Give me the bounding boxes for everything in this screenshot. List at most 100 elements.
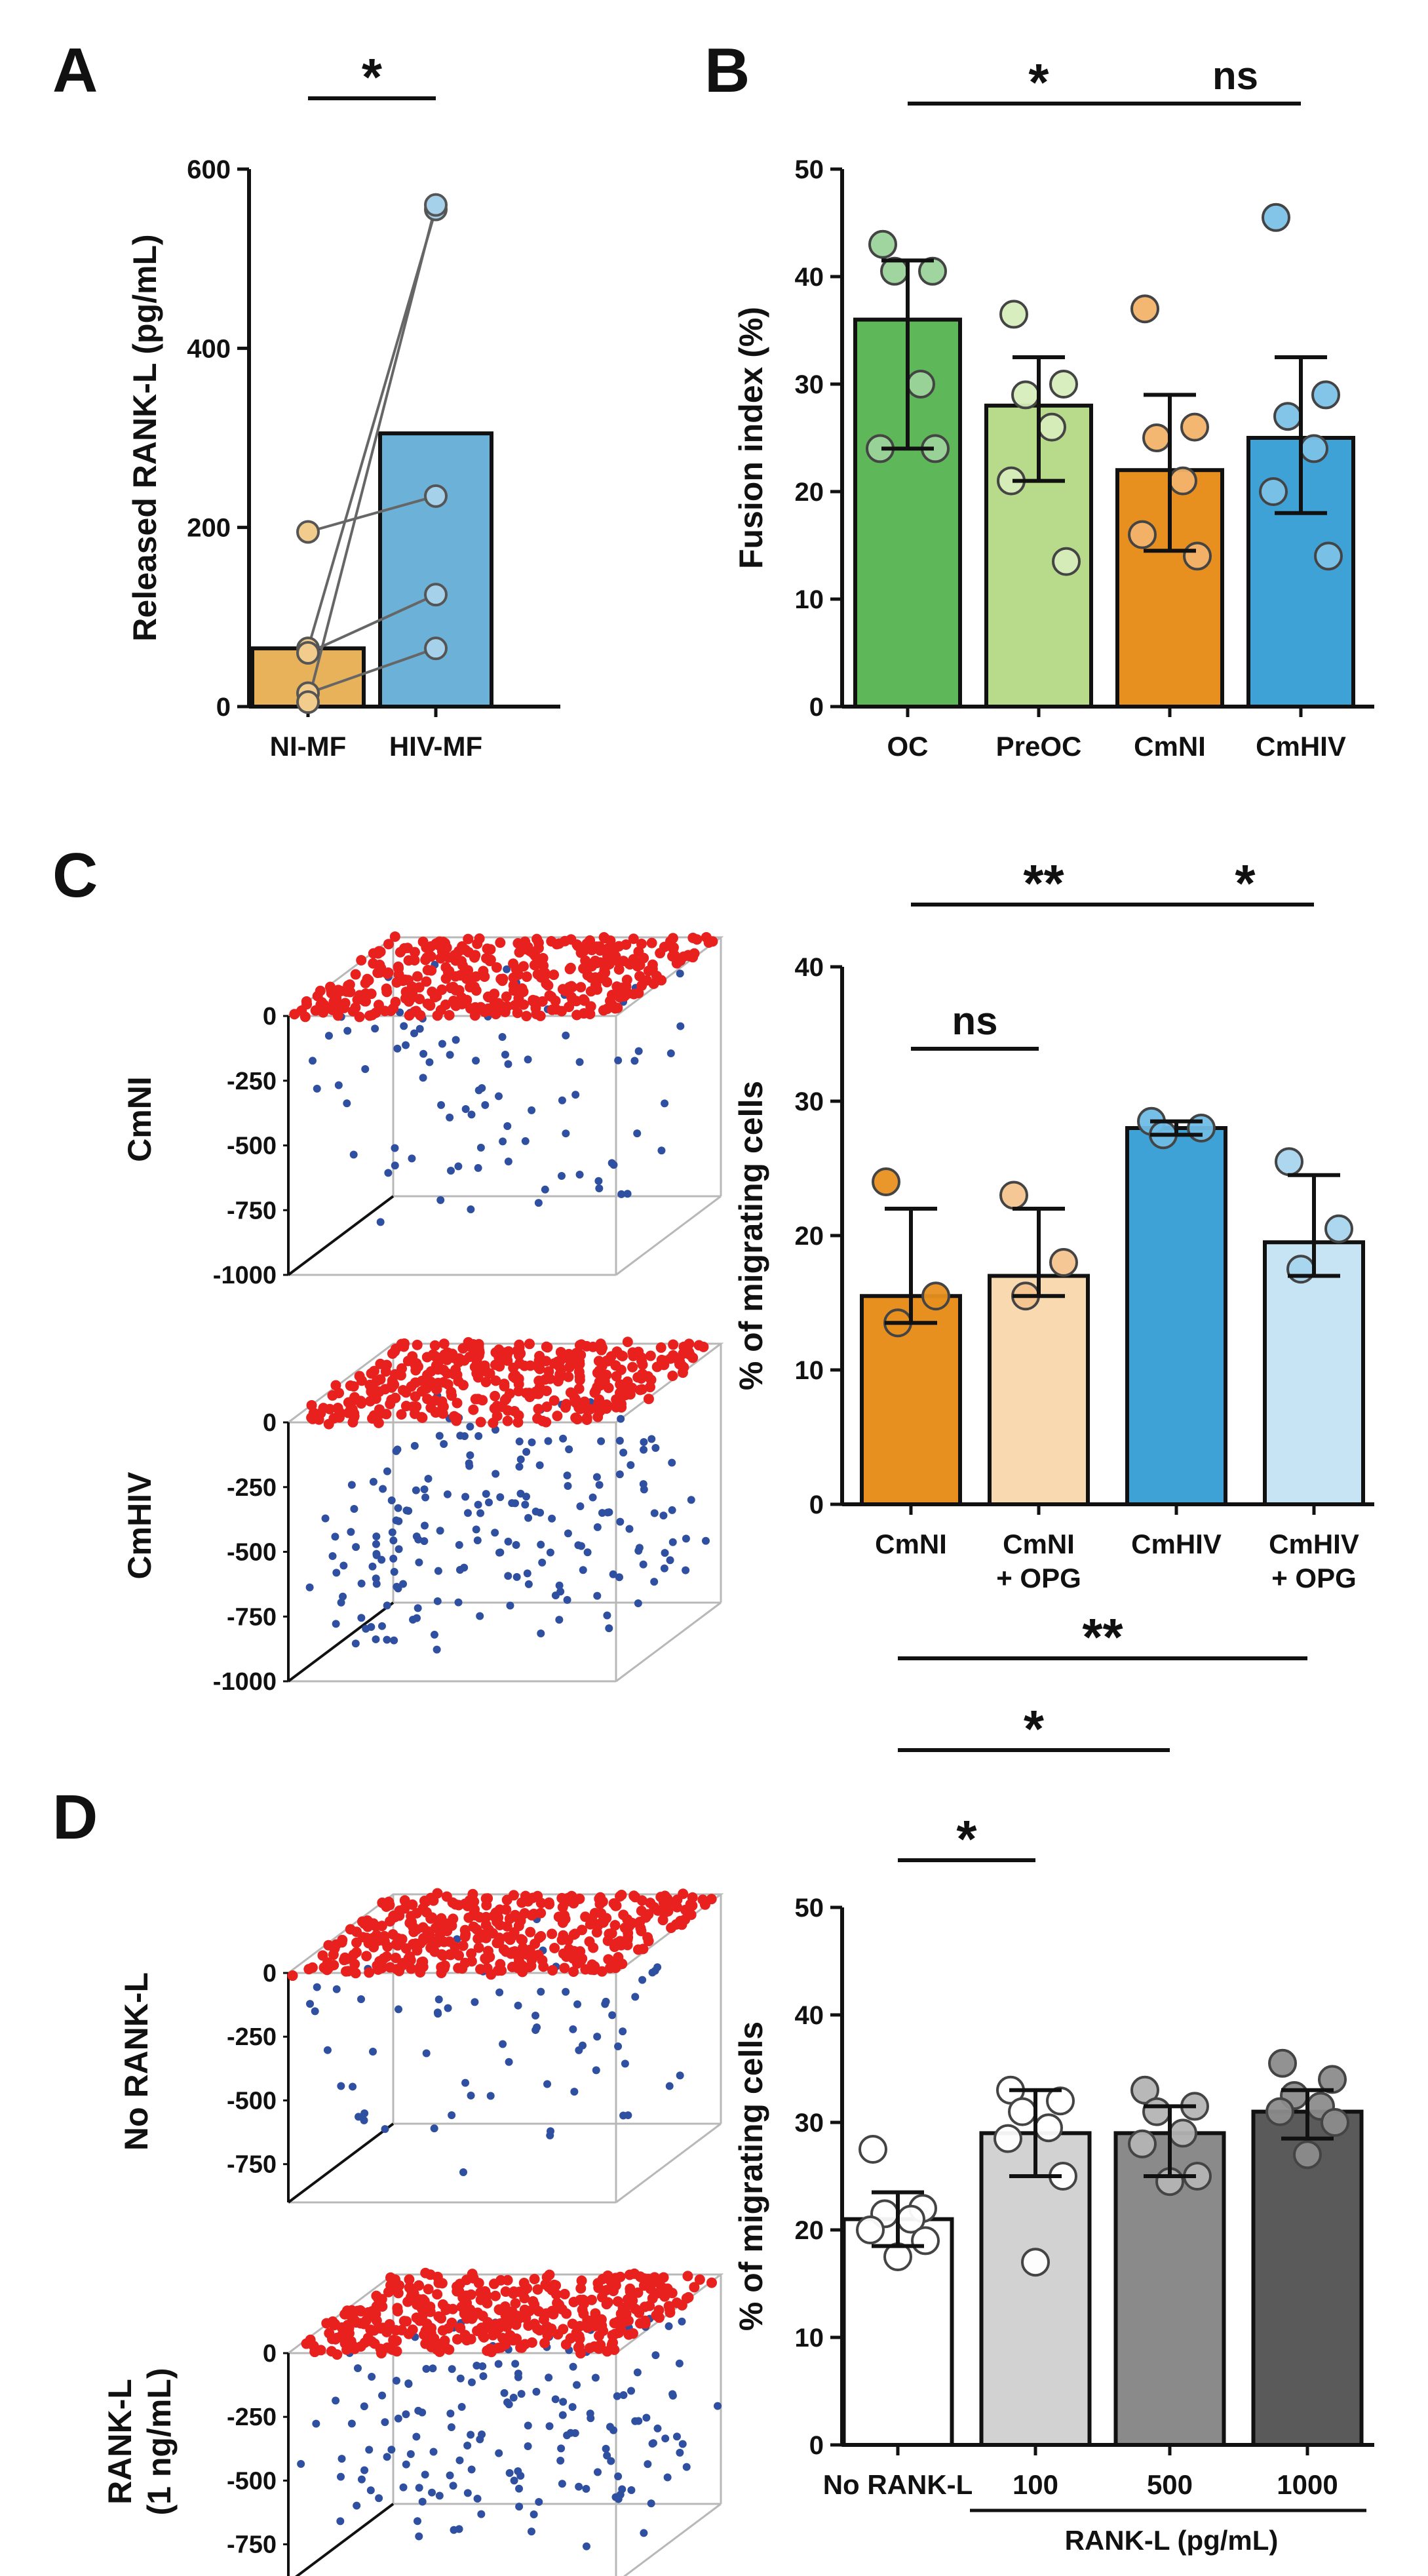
migrated-cell-dot [573, 2381, 581, 2389]
top-cell-dot [531, 933, 543, 945]
top-cell-dot [530, 1003, 541, 1014]
top-cell-dot [490, 1909, 501, 1921]
migrated-cell-dot [615, 1436, 624, 1445]
significance-label: ns [1212, 54, 1258, 98]
top-cell-dot [576, 1339, 587, 1350]
migrated-cell-dot [535, 2497, 543, 2506]
top-cell-dot [492, 1938, 503, 1949]
top-cell-dot [575, 2348, 587, 2359]
top-cell-dot [659, 1359, 670, 1371]
migrated-cell-dot [418, 2497, 427, 2506]
z-tick-label: -250 [227, 1068, 277, 1095]
migrated-cell-dot [640, 1485, 648, 1494]
migrated-cell-dot [402, 2410, 410, 2419]
top-cell-dot [547, 1964, 558, 1976]
y-tick-label: 10 [795, 2324, 824, 2352]
category-label: CmNI + OPG [996, 1529, 1081, 1593]
migrated-cell-dot [372, 1532, 381, 1540]
migrated-cell-dot [562, 1987, 570, 1996]
data-point [296, 690, 320, 714]
top-cell-dot [672, 1902, 683, 1913]
migrated-cell-dot [640, 2529, 648, 2537]
migrated-cell-dot [336, 2517, 345, 2526]
migrated-cell-dot [616, 1517, 625, 1526]
top-cell-dot [674, 1356, 685, 1367]
top-cell-dot [589, 2341, 600, 2352]
top-cell-dot [585, 986, 596, 997]
top-cell-dot [390, 996, 401, 1007]
top-cell-dot [610, 1900, 621, 1911]
top-cell-dot [515, 2342, 526, 2353]
top-cell-dot [571, 1009, 583, 1021]
migrated-cell-dot [609, 1570, 617, 1578]
migrated-cell-dot [435, 1432, 444, 1440]
migrated-cell-dot [459, 2168, 467, 2177]
top-cell-dot [564, 1002, 575, 1013]
migrated-cell-dot [415, 1558, 423, 1567]
top-cell-dot [390, 1392, 401, 1403]
top-cell-dot [518, 986, 529, 998]
migrated-cell-dot [378, 2391, 387, 2400]
top-cell-dot [637, 1359, 648, 1370]
migrated-cell-dot [640, 1445, 648, 1454]
top-cell-dot [543, 2282, 554, 2293]
top-cell-dot [431, 938, 442, 949]
top-cell-dot [481, 1900, 492, 1911]
top-cell-dot [452, 1397, 463, 1409]
top-cell-dot [537, 952, 549, 964]
bar-3 [1263, 1240, 1365, 1506]
top-cell-dot [481, 2290, 492, 2301]
top-cell-dot [349, 1411, 360, 1422]
migrated-cell-dot [634, 2417, 643, 2425]
top-cell-dot [568, 2296, 579, 2307]
significance-label: ns [952, 999, 997, 1043]
top-cell-dot [628, 933, 639, 945]
condition-label-line: No RANK-L [118, 1972, 155, 2151]
top-cell-dot [480, 1919, 492, 1930]
top-cell-dot [468, 1921, 479, 1932]
bar-1 [988, 1274, 1090, 1506]
top-cell-dot [488, 1417, 499, 1428]
migrated-cell-dot [449, 2482, 457, 2490]
data-point [1293, 2140, 1322, 2170]
top-cell-dot [485, 944, 496, 955]
y-axis-label: Released RANK-L (pg/mL) [126, 234, 163, 641]
top-cell-dot [557, 1917, 568, 1928]
top-cell-dot [580, 1964, 591, 1975]
top-cell-dot [355, 1395, 366, 1407]
paired-line [307, 494, 436, 534]
top-cell-dot [597, 2273, 608, 2284]
migrated-cell-dot [512, 1541, 520, 1550]
migrated-cell-dot [558, 2411, 567, 2419]
migrated-cell-dot [582, 2484, 590, 2493]
migrated-cell-dot [360, 2116, 368, 2124]
top-cell-dot [397, 1384, 408, 1395]
migrated-cell-dot [349, 1150, 358, 1159]
migrated-cell-dot [663, 2473, 672, 2482]
top-cell-dot [345, 1380, 356, 1392]
significance-label: ** [1082, 1608, 1123, 1666]
top-cell-dot [532, 2284, 543, 2295]
migrated-cell-dot [516, 1455, 525, 1464]
top-cell-dot [445, 1949, 456, 1961]
migrated-cell-dot [575, 1058, 584, 1066]
migrated-cell-dot [491, 1529, 499, 1537]
chart-b: 0 10 20 30 40 50 Fusion index (%) OC PreOC CmNI Cm… [733, 53, 1374, 762]
top-cell-dot [440, 999, 452, 1010]
top-cell-dot [375, 2343, 386, 2354]
top-cell-dot [415, 1938, 426, 1949]
migrated-cell-dot [651, 2351, 660, 2360]
migrated-cell-dot [357, 1995, 366, 2003]
top-cell-dot [613, 2316, 624, 2327]
top-cell-dot [586, 2294, 597, 2305]
top-cell-dot [528, 948, 539, 960]
migrated-cell-dot [392, 2376, 400, 2385]
top-cell-dot [521, 1011, 532, 1022]
migrated-cell-dot [559, 2398, 568, 2406]
depth-axis [287, 2122, 395, 2204]
top-cell-dot [557, 1902, 568, 1913]
top-cell-dot [490, 2290, 501, 2301]
migrated-cell-dot [381, 2125, 389, 2134]
top-cell-dot [449, 1411, 460, 1422]
top-cell-dot [495, 937, 506, 948]
